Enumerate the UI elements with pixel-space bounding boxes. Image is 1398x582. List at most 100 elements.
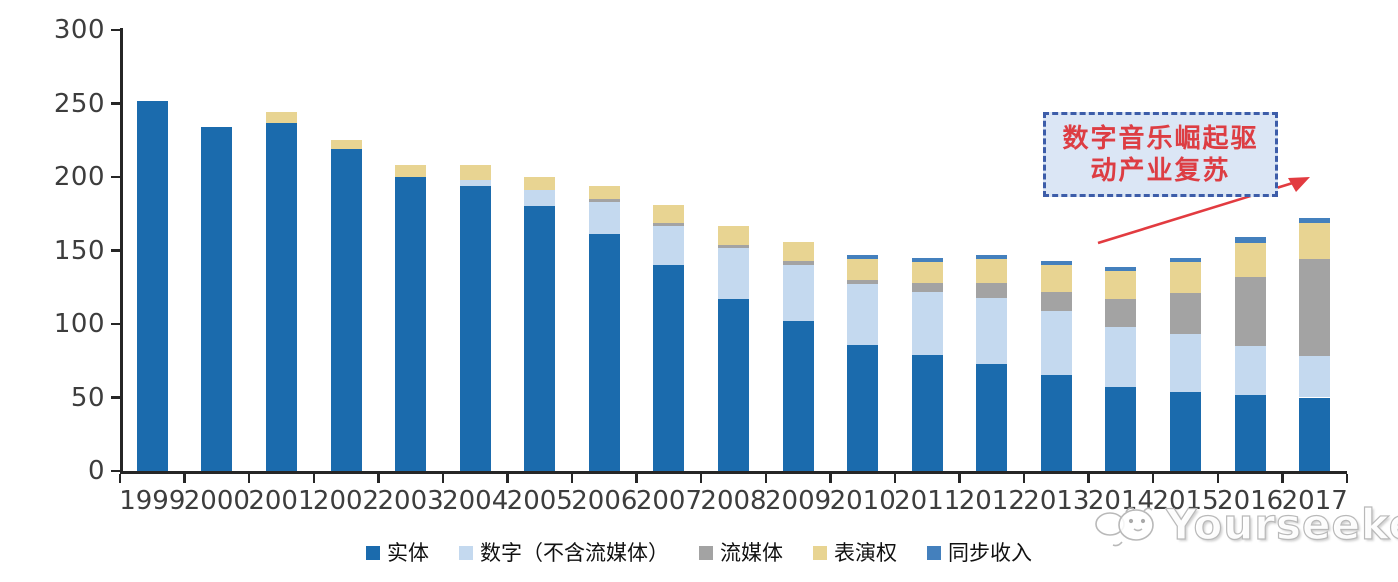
x-tick-label: 2006 (571, 486, 638, 516)
bar-segment (265, 112, 297, 123)
bar-segment (653, 265, 685, 471)
bar-segment (976, 282, 1008, 298)
x-axis-tick (829, 474, 832, 483)
x-axis-line (120, 471, 1347, 474)
x-tick-label: 2000 (183, 486, 250, 516)
bar-segment (1040, 310, 1072, 376)
bar-segment (1040, 375, 1072, 471)
bar-segment (911, 282, 943, 292)
x-tick-label: 2014 (1087, 486, 1155, 516)
x-axis-tick (1345, 474, 1349, 483)
x-tick-label: 2007 (635, 486, 702, 516)
bar-segment (847, 344, 879, 471)
x-tick-label: 2012 (958, 486, 1025, 516)
bar-segment (588, 234, 620, 471)
x-axis-tick (570, 474, 574, 483)
y-tick-label: 150 (53, 235, 105, 266)
x-tick-label: 2017 (1281, 486, 1348, 516)
bar-segment (1105, 299, 1137, 327)
legend-swatch (813, 546, 827, 560)
legend-swatch (699, 546, 713, 560)
y-tick-label: 100 (53, 309, 105, 339)
y-axis-tick (111, 396, 120, 399)
x-axis-tick (441, 474, 445, 483)
x-tick-label: 2004 (442, 486, 509, 516)
bar-segment (395, 177, 427, 471)
bar-segment (1105, 387, 1137, 471)
bar-segment (395, 165, 427, 177)
x-axis-tick (118, 474, 122, 483)
bar-segment (1040, 260, 1072, 266)
bar-segment (1299, 222, 1331, 260)
bar-segment (782, 265, 814, 322)
bar-segment (524, 177, 556, 191)
bar-segment (1299, 356, 1331, 398)
watermark-text: Yourseeker (1165, 499, 1398, 549)
bar-segment (1170, 262, 1202, 294)
legend-label: 数字（不含流媒体） (480, 541, 669, 565)
y-axis-line (120, 28, 123, 474)
bar-segment (1170, 391, 1202, 471)
x-axis-tick (893, 474, 897, 483)
legend-swatch (459, 546, 473, 560)
bar-segment (459, 185, 491, 471)
x-tick-label: 1999 (119, 486, 186, 516)
bar-segment (330, 149, 362, 471)
bar-segment (1234, 346, 1266, 395)
x-axis-tick (635, 474, 638, 483)
bar-segment (976, 259, 1008, 283)
x-axis-tick (247, 474, 251, 483)
x-axis-tick (312, 474, 315, 483)
legend-item: 同步收入 (927, 541, 1032, 565)
x-tick-label: 2003 (377, 486, 444, 516)
bar-segment (265, 122, 297, 471)
annotation-text-line1: 数字音乐崛起驱 (1062, 123, 1259, 154)
bar-segment (459, 179, 491, 186)
legend-label: 表演权 (834, 541, 897, 565)
bar-segment (976, 254, 1008, 260)
x-axis-tick (1216, 474, 1220, 483)
bar-segment (718, 299, 749, 471)
y-axis-tick (111, 175, 120, 179)
annotation-text-line2: 动产业复苏 (1090, 155, 1231, 186)
y-tick-label: 250 (53, 88, 105, 119)
bar-segment (976, 363, 1008, 471)
y-axis-tick (111, 102, 120, 105)
bar-segment (201, 127, 233, 471)
x-axis-tick (377, 474, 380, 483)
bar-segment (1299, 218, 1331, 223)
bar-segment (718, 225, 749, 245)
legend: 实体 数字（不含流媒体） 流媒体 表演权 同步收入 (0, 541, 1398, 565)
bar-segment (1299, 259, 1331, 357)
bar-segment (1170, 293, 1202, 335)
legend-label: 流媒体 (720, 541, 783, 565)
annotation-box: 数字音乐崛起驱 动产业复苏 (1043, 112, 1278, 197)
watermark-mascot-icon (1095, 507, 1154, 547)
x-tick-label: 2016 (1217, 486, 1284, 516)
bar-segment (847, 284, 879, 345)
watermark: Yourseeker (1088, 494, 1398, 556)
bar-segment (524, 190, 556, 207)
bar-segment (459, 165, 491, 180)
y-tick-label: 300 (53, 15, 105, 45)
bar-segment (653, 222, 685, 226)
y-axis-tick (111, 469, 120, 473)
bar-segment (911, 354, 943, 471)
bar-segment (911, 291, 943, 355)
bar-segment (1299, 397, 1331, 471)
bar-segment (1105, 266, 1137, 272)
bar-segment (976, 297, 1008, 364)
x-tick-label: 2009 (764, 486, 832, 516)
bar-segment (1040, 291, 1072, 311)
bar-segment (588, 201, 620, 235)
x-axis-tick (1152, 474, 1155, 483)
legend-label: 同步收入 (948, 541, 1032, 565)
bar-segment (1234, 243, 1266, 277)
x-tick-label: 2002 (312, 486, 380, 516)
bar-segment (136, 100, 168, 471)
bar-segment (911, 257, 943, 263)
bar-segment (588, 185, 620, 200)
bar-segment (782, 241, 814, 261)
bar-segment (653, 225, 685, 266)
legend-item: 表演权 (813, 541, 897, 565)
